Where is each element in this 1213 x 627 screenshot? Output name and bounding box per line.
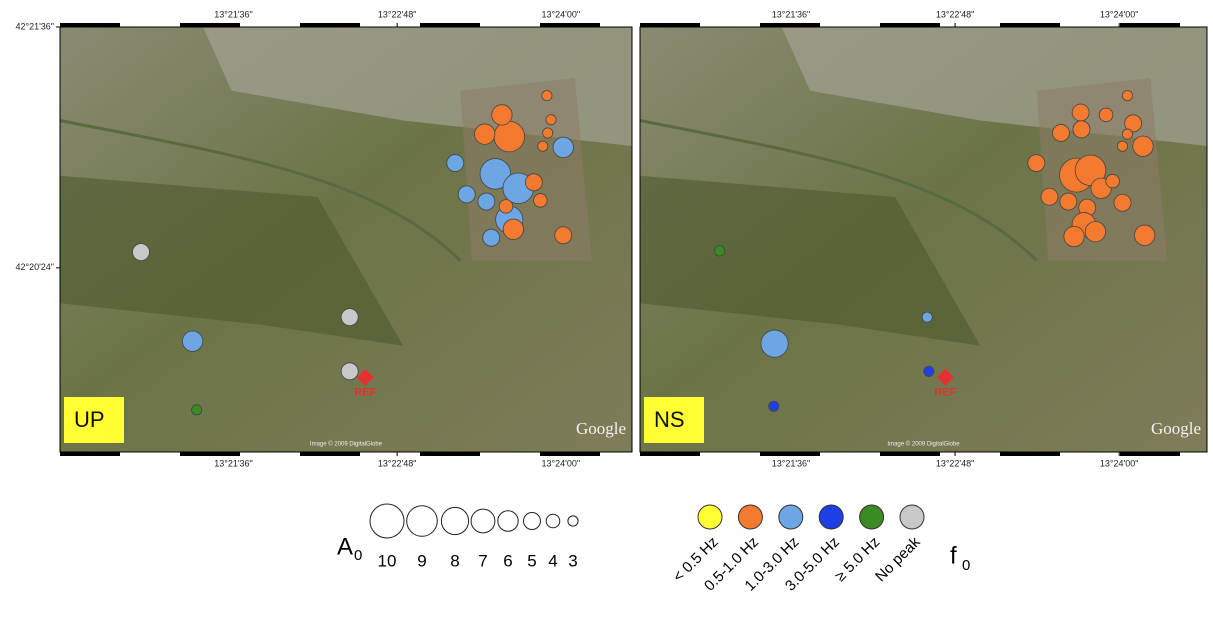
size-legend-circle xyxy=(568,516,578,526)
site-bubble xyxy=(192,405,202,415)
site-bubble xyxy=(525,174,542,191)
site-bubble xyxy=(1133,136,1153,156)
site-bubble xyxy=(1122,129,1132,139)
site-bubble xyxy=(1085,221,1105,241)
site-bubble xyxy=(503,219,523,239)
site-bubble xyxy=(1052,124,1069,141)
color-legend-swatch xyxy=(860,505,884,529)
size-legend-circle xyxy=(407,506,438,537)
size-legend-circle xyxy=(471,509,495,533)
size-legend-label: 4 xyxy=(548,551,557,570)
x-tick-label: 13°24'00" xyxy=(542,458,581,468)
x-tick-label: 13°22'48" xyxy=(378,458,417,468)
size-legend-circle xyxy=(370,504,404,538)
site-bubble xyxy=(553,137,573,157)
site-bubble xyxy=(494,121,525,152)
site-bubble xyxy=(341,363,358,380)
y-tick-label: 42°21'36" xyxy=(15,21,54,31)
imagery-credit: Image © 2009 DigitalGlobe xyxy=(310,441,383,448)
x-tick-label: 13°21'36" xyxy=(772,9,811,19)
y-tick-label: 42°20'24" xyxy=(15,262,54,272)
map-panel: 13°21'36" 13°21'36" 13°22'48" 13°22'48" 13°2… xyxy=(640,9,1207,468)
panel-label: NS xyxy=(654,407,685,432)
size-legend-label: 9 xyxy=(417,551,426,570)
size-legend-label: 10 xyxy=(378,551,397,570)
site-bubble xyxy=(538,141,548,151)
site-bubble xyxy=(182,331,202,351)
site-bubble xyxy=(1106,174,1120,188)
site-bubble xyxy=(483,229,500,246)
site-bubble xyxy=(1064,226,1084,246)
size-legend-circle xyxy=(546,514,560,528)
color-legend-swatch xyxy=(698,505,722,529)
size-legend-label: 5 xyxy=(527,551,536,570)
x-tick-label: 13°22'48" xyxy=(936,458,975,468)
x-tick-label: 13°21'36" xyxy=(772,458,811,468)
site-bubble xyxy=(492,105,512,125)
site-bubble xyxy=(1073,121,1090,138)
site-bubble xyxy=(1117,141,1127,151)
site-bubble xyxy=(475,124,495,144)
site-bubble xyxy=(458,186,475,203)
site-bubble xyxy=(478,193,495,210)
site-bubble xyxy=(1114,194,1131,211)
site-bubble xyxy=(1028,155,1045,172)
site-bubble xyxy=(761,330,788,357)
site-bubble xyxy=(341,309,358,326)
site-bubble xyxy=(922,312,932,322)
ref-label: REF xyxy=(934,386,956,398)
site-bubble xyxy=(447,155,464,172)
size-legend-circle xyxy=(498,511,518,531)
x-tick-label: 13°21'36" xyxy=(214,9,253,19)
site-bubble xyxy=(555,227,572,244)
site-bubble xyxy=(1122,91,1132,101)
x-tick-label: 13°24'00" xyxy=(1100,458,1139,468)
ref-label: REF xyxy=(354,386,376,398)
site-bubble xyxy=(542,91,552,101)
site-bubble xyxy=(714,246,724,256)
site-bubble xyxy=(924,366,934,376)
x-tick-label: 13°24'00" xyxy=(1100,9,1139,19)
color-legend-swatch xyxy=(779,505,803,529)
figure: 13°21'36" 13°21'36" 13°22'48" 13°22'48" 13°2… xyxy=(0,0,1213,622)
size-legend-label: 3 xyxy=(568,551,577,570)
map-panel: 13°21'36" 13°21'36" 13°22'48" 13°22'48" 13°2… xyxy=(15,9,632,468)
size-legend-circle xyxy=(524,513,541,530)
site-bubble xyxy=(534,194,548,208)
attribution: Google xyxy=(1151,419,1201,438)
attribution: Google xyxy=(576,419,626,438)
site-bubble xyxy=(499,200,513,214)
color-legend-label: No peak xyxy=(872,533,924,585)
size-legend-label: 7 xyxy=(478,551,487,570)
site-bubble xyxy=(1134,225,1154,245)
panel-label: UP xyxy=(74,407,105,432)
size-legend-label: 6 xyxy=(503,551,512,570)
color-legend-subscript: 0 xyxy=(962,557,970,574)
color-legend-title: f xyxy=(950,542,957,569)
old-town xyxy=(460,78,592,261)
site-bubble xyxy=(1099,108,1113,122)
x-tick-label: 13°24'00" xyxy=(542,9,581,19)
site-bubble xyxy=(133,244,150,261)
imagery-credit: Image © 2009 DigitalGlobe xyxy=(887,441,960,448)
x-tick-label: 13°22'48" xyxy=(936,9,975,19)
size-legend-subscript: 0 xyxy=(354,547,362,564)
size-legend-title: A xyxy=(337,533,353,560)
color-legend-swatch xyxy=(819,505,843,529)
size-legend-label: 8 xyxy=(450,551,459,570)
x-tick-label: 13°21'36" xyxy=(214,458,253,468)
color-legend-swatch xyxy=(900,505,924,529)
site-bubble xyxy=(769,401,779,411)
site-bubble xyxy=(1072,104,1089,121)
color-legend-swatch xyxy=(738,505,762,529)
site-bubble xyxy=(1041,188,1058,205)
site-bubble xyxy=(1060,193,1077,210)
site-bubble xyxy=(543,128,553,138)
x-tick-label: 13°22'48" xyxy=(378,9,417,19)
site-bubble xyxy=(546,115,556,125)
size-legend-circle xyxy=(441,507,468,534)
